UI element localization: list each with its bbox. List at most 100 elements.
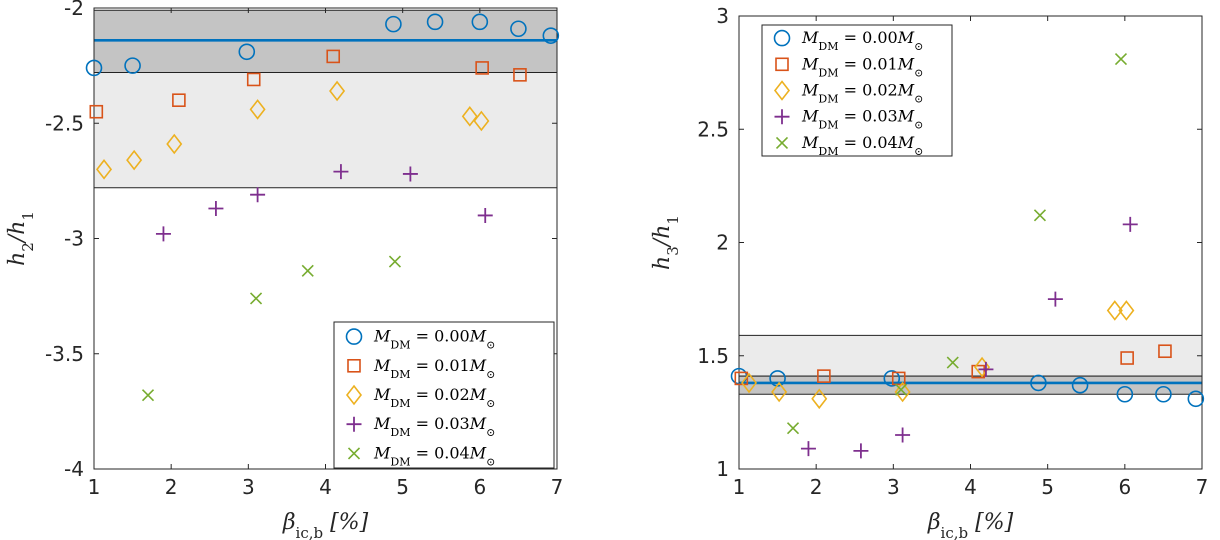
data-point xyxy=(126,149,143,171)
data-point xyxy=(734,371,749,386)
data-point xyxy=(895,427,911,443)
data-point xyxy=(1114,52,1128,66)
data-point xyxy=(473,110,490,132)
series-1 xyxy=(734,344,1172,386)
y-axis-label: h2/h1 xyxy=(5,211,37,266)
data-point xyxy=(1120,351,1134,365)
series-3 xyxy=(155,164,493,242)
data-point xyxy=(1116,385,1134,403)
legend-marker xyxy=(347,447,361,460)
y-tick-label: -2.5 xyxy=(45,111,84,135)
legend-label: MDM = 0.04M⊙ xyxy=(801,133,923,158)
data-point xyxy=(1030,374,1047,392)
data-point xyxy=(155,226,171,242)
data-point xyxy=(1118,300,1135,321)
legend-label: MDM = 0.04M⊙ xyxy=(373,443,495,468)
x-tick-label: 1 xyxy=(88,475,101,499)
data-point xyxy=(85,59,103,77)
y-tick-label: -4 xyxy=(64,457,84,481)
data-point xyxy=(894,383,908,396)
legend-label: MDM = 0.02M⊙ xyxy=(373,385,495,410)
legend-label: MDM = 0.03M⊙ xyxy=(801,107,923,132)
data-point xyxy=(741,372,758,394)
data-point xyxy=(1033,209,1047,222)
data-point xyxy=(853,443,869,459)
legend-marker xyxy=(346,416,362,432)
x-tick-label: 5 xyxy=(396,475,409,499)
data-point xyxy=(329,80,346,102)
data-point xyxy=(786,422,800,435)
legend-label: MDM = 0.00M⊙ xyxy=(373,327,495,352)
data-point xyxy=(891,371,906,386)
legend-marker xyxy=(345,384,363,406)
data-point xyxy=(471,13,489,31)
data-point xyxy=(542,27,560,44)
data-point xyxy=(238,43,256,61)
x-tick-label: 1 xyxy=(733,475,746,499)
light-band xyxy=(94,72,557,188)
data-point xyxy=(124,57,141,74)
data-point xyxy=(250,187,266,203)
x-axis-label: βic,b [%] xyxy=(927,510,1014,540)
data-point xyxy=(172,93,186,107)
data-point xyxy=(166,133,183,155)
data-point xyxy=(249,99,266,120)
data-point xyxy=(1047,291,1063,307)
x-tick-label: 4 xyxy=(964,475,977,499)
series-4 xyxy=(786,52,1128,435)
legend-box xyxy=(333,321,555,469)
x-tick-label: 6 xyxy=(1118,475,1131,499)
data-point xyxy=(246,72,261,87)
y-axis-label: h3/h1 xyxy=(650,215,682,270)
data-point xyxy=(1158,344,1172,359)
data-point xyxy=(1106,300,1123,321)
data-point xyxy=(385,15,402,33)
x-tick-label: 7 xyxy=(1196,475,1209,499)
data-point xyxy=(1071,376,1089,394)
data-point xyxy=(946,356,959,369)
data-point xyxy=(477,207,493,223)
y-tick-label: 2 xyxy=(716,231,729,255)
legend-label: MDM = 0.00M⊙ xyxy=(801,28,923,53)
x-tick-label: 3 xyxy=(887,475,900,499)
data-point xyxy=(426,13,444,31)
x-tick-label: 7 xyxy=(551,475,564,499)
data-point xyxy=(461,106,478,127)
data-point xyxy=(771,381,788,403)
y-tick-label: -2 xyxy=(64,0,84,20)
data-point xyxy=(1122,216,1138,232)
legend-label: MDM = 0.01M⊙ xyxy=(801,54,923,79)
legend-marker xyxy=(775,136,789,149)
series-1 xyxy=(89,49,527,119)
y-tick-label: 3 xyxy=(716,4,729,28)
y-tick-label: 2.5 xyxy=(697,117,729,141)
data-point xyxy=(249,292,263,305)
legend-marker xyxy=(347,358,361,373)
data-point xyxy=(883,370,901,387)
data-point xyxy=(510,20,527,38)
data-point xyxy=(1187,390,1205,408)
legend-box xyxy=(761,24,953,157)
data-point xyxy=(817,369,831,383)
y-tick-label: -3 xyxy=(64,227,84,251)
data-point xyxy=(388,255,402,268)
series-2 xyxy=(96,80,490,180)
data-point xyxy=(301,264,314,277)
data-point xyxy=(800,441,816,457)
data-point xyxy=(333,164,349,180)
data-point xyxy=(978,361,994,377)
y-tick-label: 1 xyxy=(716,457,729,481)
series-4 xyxy=(141,255,402,402)
data-point xyxy=(96,159,113,180)
legend-label: MDM = 0.02M⊙ xyxy=(801,81,923,106)
legend-marker xyxy=(774,109,790,125)
light-band xyxy=(739,335,1202,377)
legend-marker xyxy=(773,29,791,47)
panel-2: 1 2 3 4 5 6 7 1 1.5 2 2.5 3 βic,b [%] h3/h1 MDM = 0.00… xyxy=(650,4,1208,540)
data-point xyxy=(402,166,418,182)
legend-marker xyxy=(773,80,791,101)
x-tick-label: 6 xyxy=(473,475,486,499)
y-tick-label: 1.5 xyxy=(697,344,729,368)
legend-marker xyxy=(775,57,789,72)
